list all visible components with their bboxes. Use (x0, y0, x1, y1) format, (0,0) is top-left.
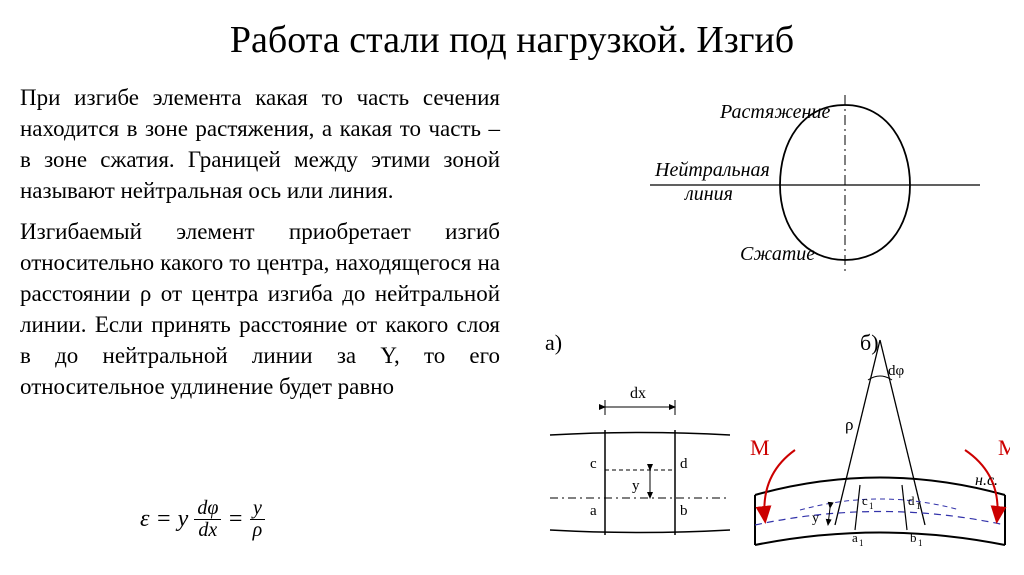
label-d1: d (908, 493, 915, 508)
label-compression: Сжатие (740, 243, 815, 265)
label-tension: Растяжение (719, 101, 830, 123)
paragraph-1: При изгибе элемента какая то часть сечен… (20, 82, 500, 206)
frac1-num: dφ (194, 498, 221, 520)
label-a1: a (852, 530, 858, 545)
label-b: б) (860, 330, 879, 355)
diagram-bending: а) б) dx y (540, 320, 1010, 570)
label-M-left: M (750, 435, 770, 460)
formula: ε = y dφ dx = y ρ (140, 498, 265, 541)
label-a-pt: a (590, 503, 597, 519)
label-c1: c (862, 493, 868, 508)
label-d1s: 1 (916, 501, 921, 511)
label-rho: ρ (845, 415, 853, 434)
label-b1s: 1 (918, 538, 923, 548)
label-b1: b (910, 530, 917, 545)
paragraph-2: Изгибаемый элемент приобретает изгиб отн… (20, 216, 500, 402)
frac2-den: ρ (250, 520, 266, 541)
page-title: Работа стали под нагрузкой. Изгиб (0, 18, 1024, 62)
label-c: c (590, 456, 597, 472)
label-a: а) (545, 330, 562, 355)
label-b-pt: b (680, 503, 688, 519)
label-c1s: 1 (869, 501, 874, 511)
label-y-b: y (812, 511, 819, 526)
body-text: При изгибе элемента какая то часть сечен… (20, 82, 500, 412)
diagram-cross-section: Растяжение Нейтральная линия Сжатие (540, 80, 1010, 280)
eq1: = (155, 506, 171, 533)
label-neutral-2: линия (684, 183, 733, 205)
label-a1s: 1 (859, 538, 864, 548)
label-dphi: dφ (888, 363, 905, 379)
label-neutral-1: Нейтральная (654, 159, 770, 181)
label-d: d (680, 456, 688, 472)
label-M-right: M (998, 435, 1010, 460)
label-dx: dx (630, 385, 646, 402)
eps: ε (140, 506, 149, 533)
frac1-den: dx (195, 520, 220, 541)
label-y-a: y (632, 478, 640, 494)
y1: y (178, 506, 189, 533)
eq2: = (227, 506, 243, 533)
label-ns: н.с. (975, 472, 998, 489)
frac2-num: y (250, 498, 265, 520)
